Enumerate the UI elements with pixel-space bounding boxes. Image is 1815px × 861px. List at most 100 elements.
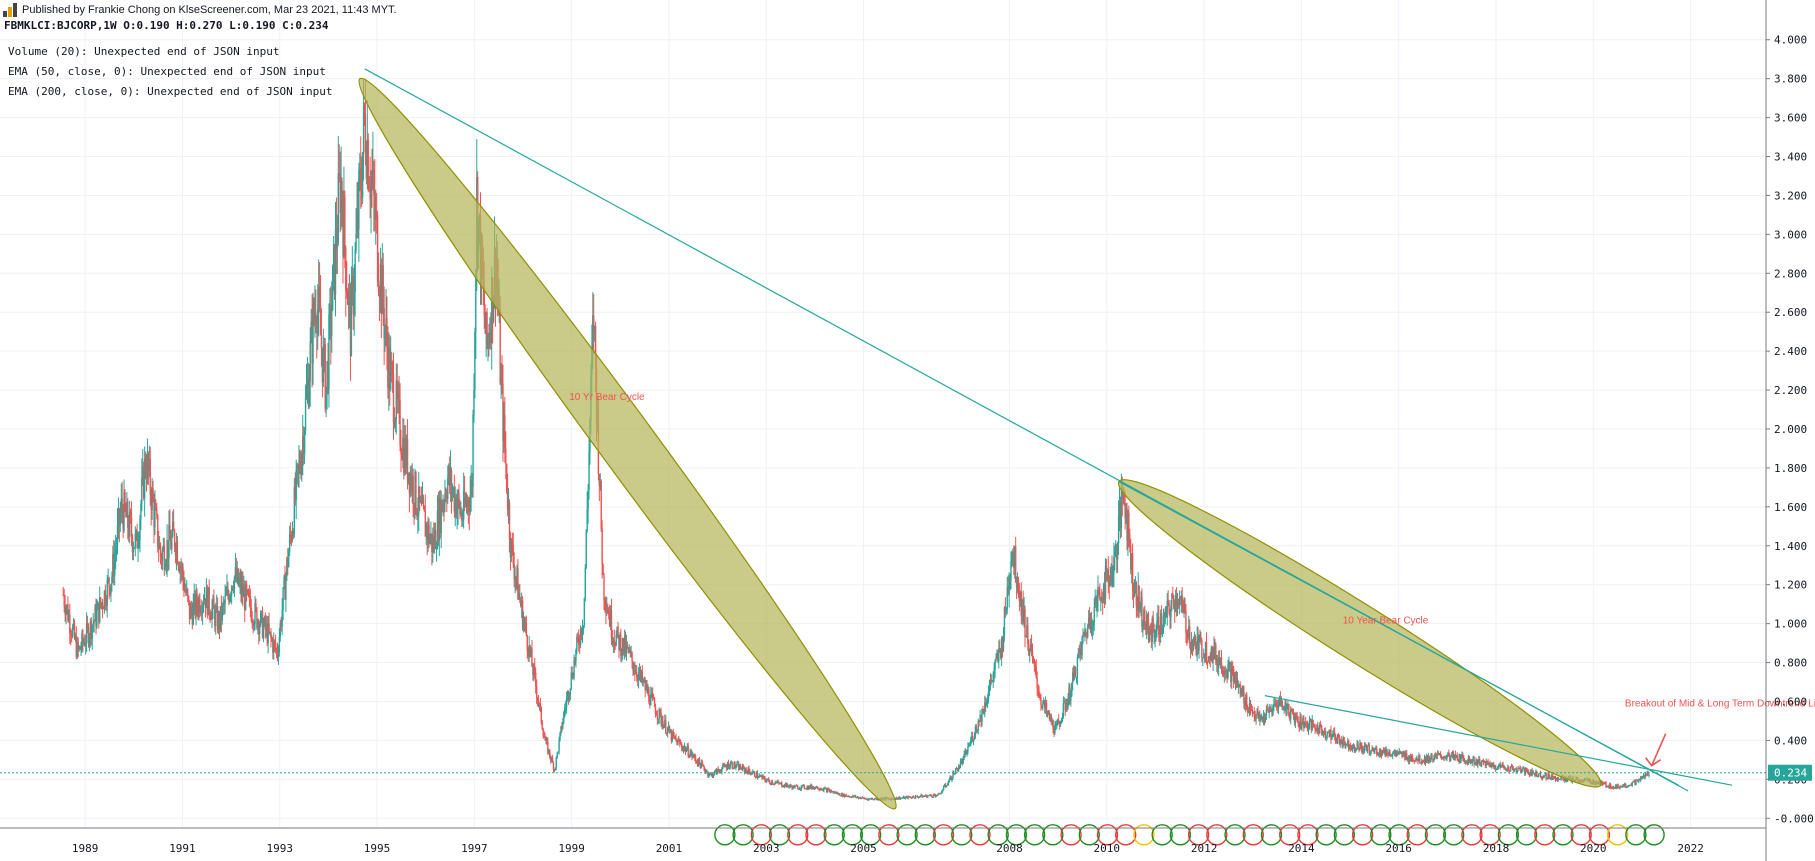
candle-body — [1275, 703, 1277, 706]
candle-body — [966, 751, 968, 755]
candle-body — [1480, 760, 1483, 767]
candle-body — [143, 466, 145, 499]
candle-body — [809, 785, 811, 789]
signal-circle — [1588, 824, 1611, 846]
candle-body — [805, 788, 807, 790]
candle-body — [274, 643, 277, 650]
candle-body — [1196, 636, 1198, 656]
candle-body — [1624, 784, 1626, 787]
candle-body — [1130, 545, 1132, 570]
trend-lines[interactable] — [0, 68, 1766, 792]
candle-body — [1428, 755, 1430, 762]
candle-body — [854, 795, 857, 798]
candle-body — [198, 598, 200, 613]
candle-body — [1556, 777, 1559, 781]
candle-body — [68, 615, 70, 621]
candle-body — [761, 775, 763, 779]
candle-body — [906, 796, 908, 799]
candle-body — [227, 587, 229, 595]
candle-body — [593, 315, 595, 330]
candle-body — [137, 544, 139, 549]
candle-body — [1544, 773, 1546, 776]
indicator-ema200-label[interactable]: EMA (200, close, 0): Unexpected end of J… — [8, 85, 333, 98]
signal-circle — [768, 824, 791, 846]
candle-body — [430, 533, 432, 539]
candle-body — [1425, 756, 1428, 763]
candle-body — [190, 606, 193, 612]
candle-body — [458, 493, 460, 502]
candle-body — [1630, 784, 1632, 786]
candle-body — [703, 766, 705, 770]
candle-body — [202, 603, 205, 605]
candle-body — [675, 738, 677, 740]
candle-body — [639, 669, 642, 678]
y-tick-label: 2.200 — [1774, 384, 1807, 397]
candle-body — [1000, 638, 1003, 658]
candle-body — [540, 707, 543, 723]
last-price-badge — [1768, 764, 1812, 781]
candle-body — [503, 415, 505, 442]
candle-body — [257, 621, 259, 628]
candle-body — [665, 719, 667, 734]
candle-body — [1003, 607, 1006, 636]
candle-body — [320, 335, 323, 348]
candle-body — [756, 772, 759, 778]
candle-body — [807, 786, 809, 790]
candle-body — [773, 783, 775, 785]
candle-body — [927, 795, 929, 798]
candle-body — [1313, 725, 1315, 727]
candle-body — [72, 623, 75, 628]
candle-body — [1386, 749, 1388, 754]
candle-body — [970, 736, 973, 740]
cycle-ellipses[interactable] — [337, 62, 1615, 825]
candle-body — [806, 786, 808, 789]
candle-body — [763, 775, 765, 778]
candle-body — [349, 298, 352, 357]
indicator-volume-label[interactable]: Volume (20): Unexpected end of JSON inpu… — [8, 45, 280, 58]
candle-body — [457, 493, 459, 507]
candle-body — [1256, 711, 1258, 715]
candle-body — [143, 459, 146, 499]
candle-body — [794, 785, 796, 789]
candle-body — [1633, 781, 1635, 783]
candle-body — [254, 603, 256, 625]
candle-body — [1615, 786, 1618, 789]
candle-body — [620, 635, 622, 656]
candle-body — [850, 796, 852, 798]
candle-body — [1082, 634, 1084, 638]
candle-body — [209, 612, 211, 618]
candle-body — [653, 698, 656, 707]
candle-body — [1548, 774, 1550, 777]
candle-body — [1243, 691, 1245, 704]
candle-body — [1347, 740, 1349, 745]
candle-body — [1266, 709, 1269, 711]
candle-body — [570, 672, 572, 689]
candle-body — [350, 281, 353, 357]
candle-body — [664, 719, 666, 725]
candle-body — [1290, 709, 1292, 720]
signal-circle — [732, 824, 754, 846]
candle-body — [504, 415, 506, 449]
candle-body — [432, 538, 434, 552]
candle-body — [270, 631, 272, 639]
candle-body — [1239, 684, 1241, 694]
candle-body — [470, 480, 472, 495]
candle-body — [1155, 631, 1157, 634]
candle-body — [509, 539, 512, 558]
candle-body — [872, 799, 875, 801]
candle-body — [1107, 570, 1109, 580]
candle-body — [1401, 751, 1403, 757]
candle-body — [400, 445, 402, 455]
candlesticks[interactable] — [62, 78, 1650, 802]
candle-body — [174, 546, 177, 556]
candle-body — [1557, 777, 1560, 780]
candle-body — [1139, 606, 1141, 609]
candle-body — [245, 584, 248, 593]
indicator-ema50-label[interactable]: EMA (50, close, 0): Unexpected end of JS… — [8, 65, 326, 78]
candle-body — [193, 594, 195, 604]
candle-body — [243, 589, 245, 597]
candle-body — [81, 633, 83, 649]
candle-body — [793, 785, 795, 789]
candle-body — [956, 768, 958, 770]
